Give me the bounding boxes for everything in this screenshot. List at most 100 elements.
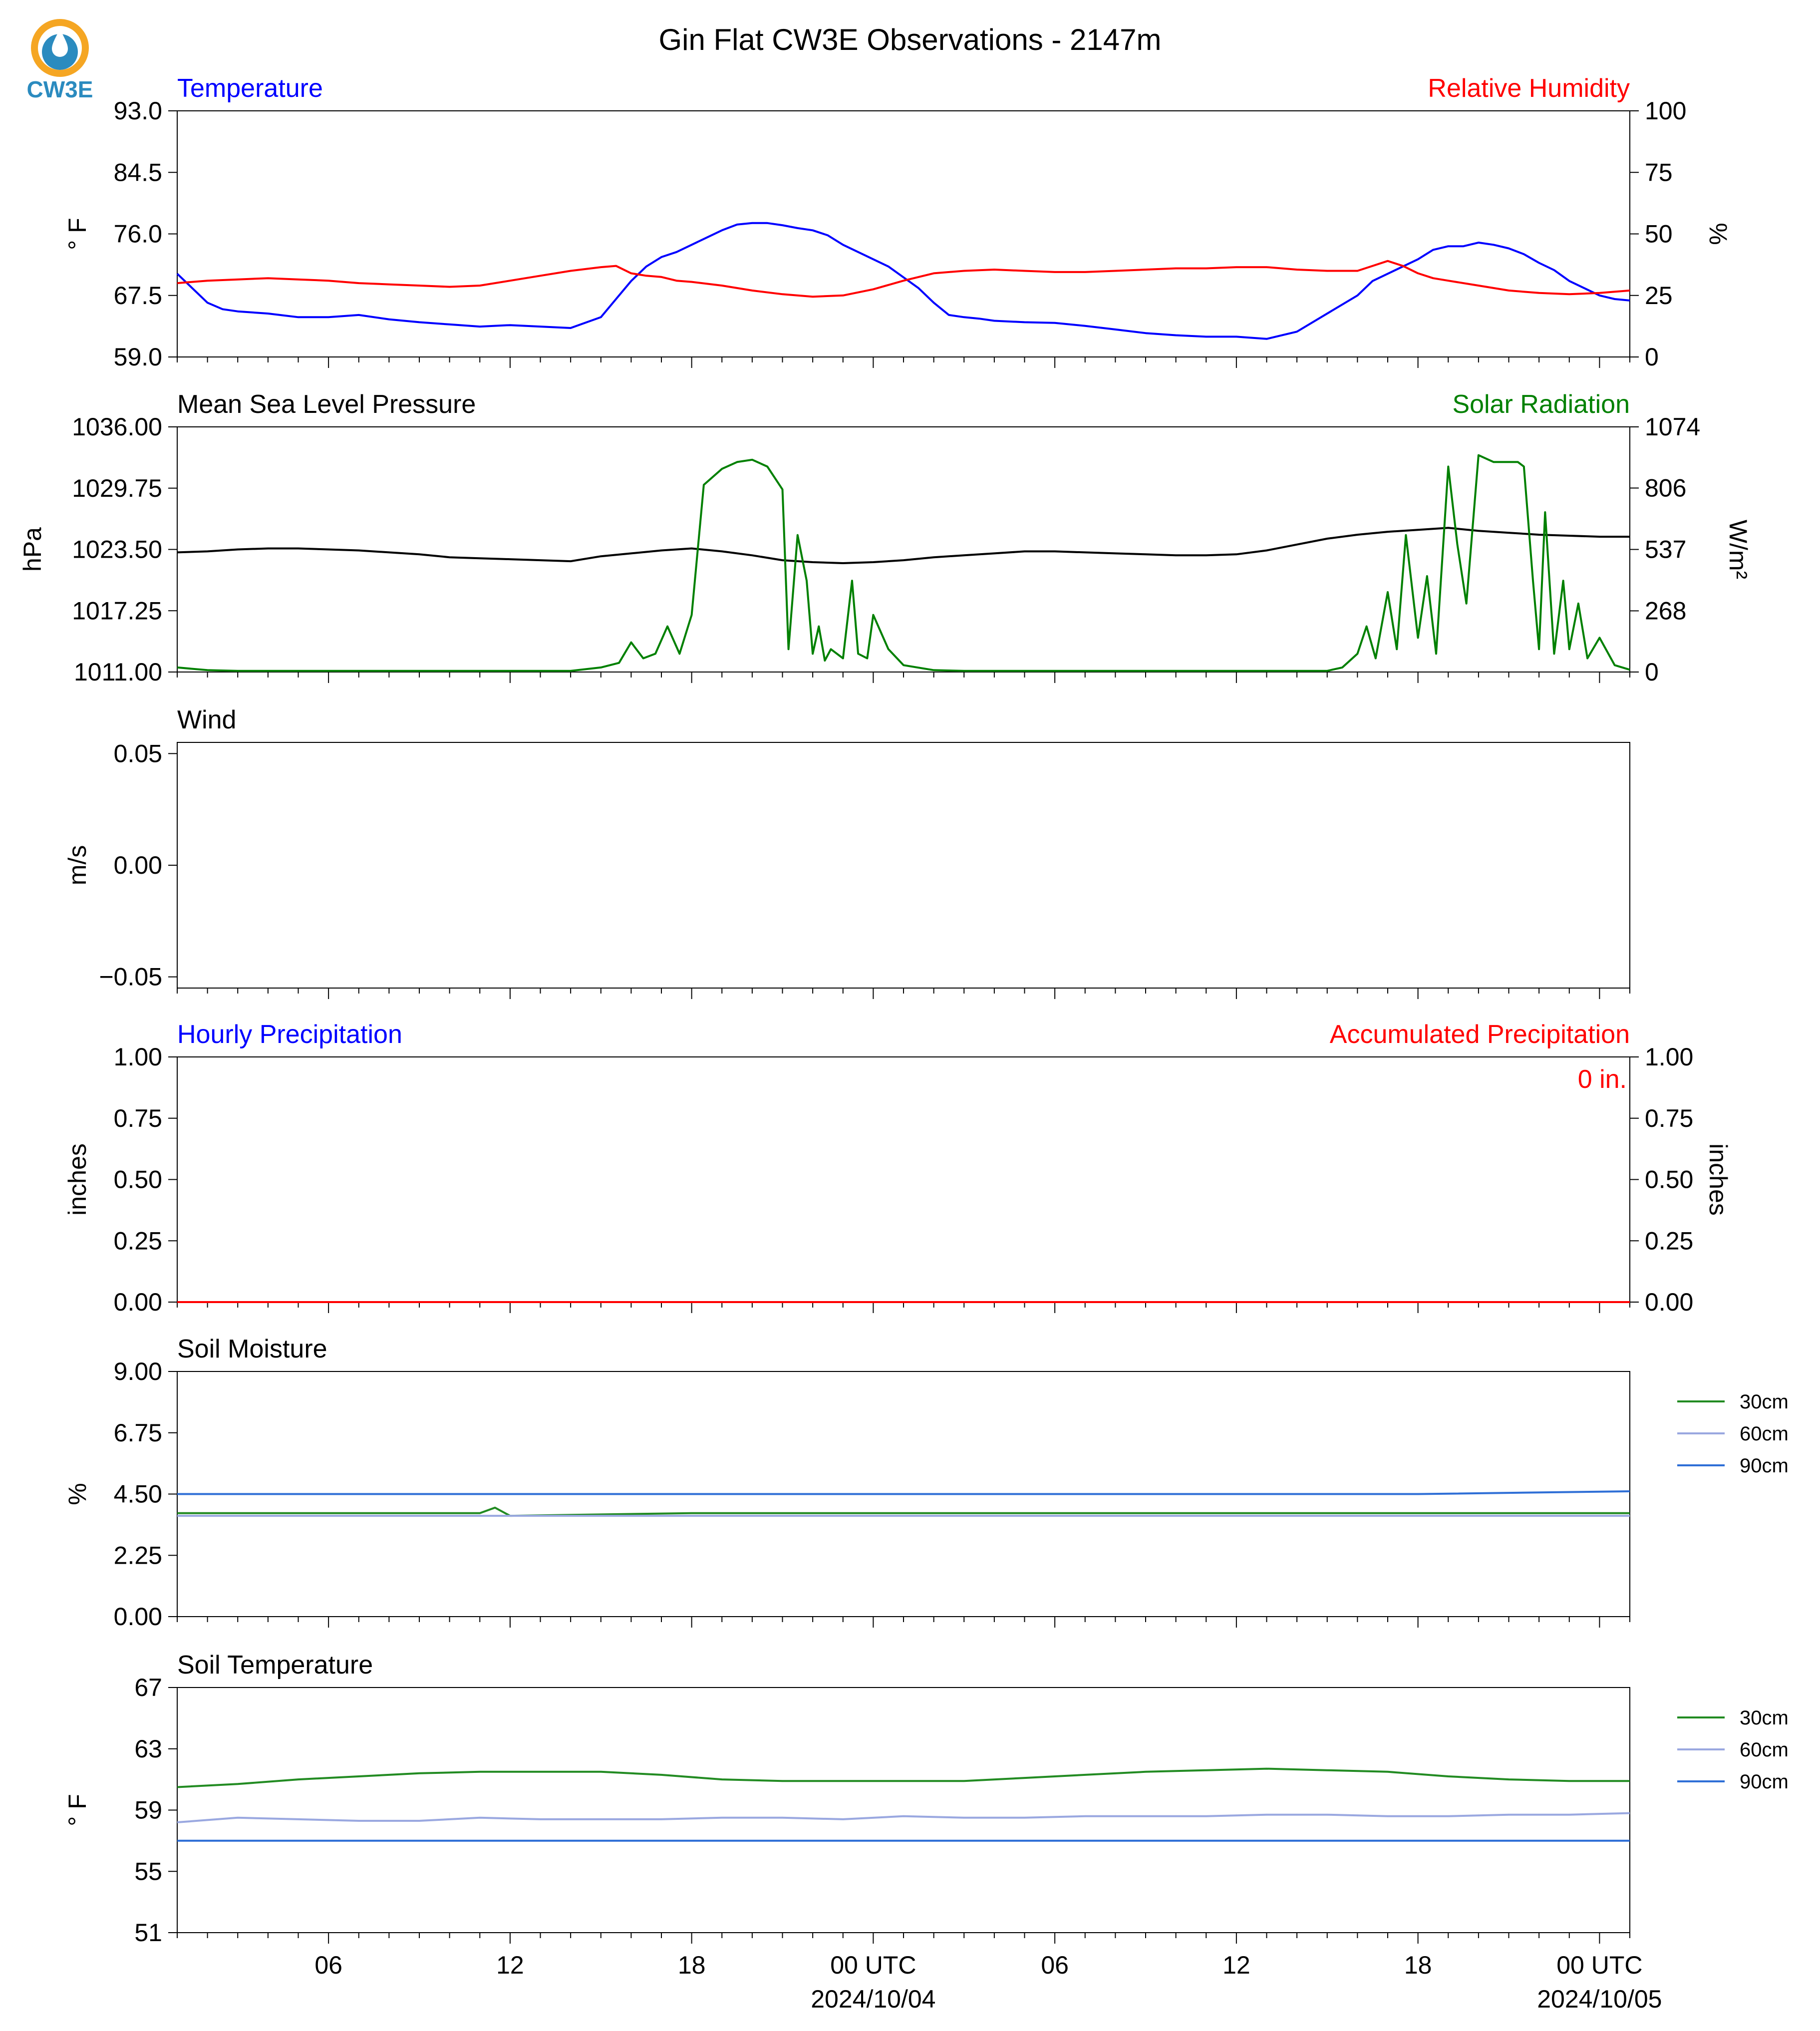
y-tick-label: 1036.00 bbox=[72, 413, 162, 441]
x-tick-label: 06 bbox=[1041, 1951, 1069, 1979]
y-tick-label: 1011.00 bbox=[74, 658, 162, 686]
accumulated-total-label: 0 in. bbox=[1578, 1065, 1627, 1094]
y-tick-label: 1023.50 bbox=[72, 536, 162, 564]
legend-label: 60cm bbox=[1740, 1739, 1789, 1761]
series-line-0 bbox=[177, 527, 1630, 564]
y-axis-label: inches bbox=[63, 1143, 91, 1216]
x-date-label: 2024/10/04 bbox=[811, 1985, 935, 2013]
y-tick-label: 84.5 bbox=[114, 158, 162, 186]
series-line-0 bbox=[176, 222, 1630, 340]
y-axis-label: ° F bbox=[63, 1794, 91, 1826]
y-tick-label: 1017.25 bbox=[72, 597, 162, 625]
y-right-tick-label: 0.50 bbox=[1645, 1166, 1693, 1194]
legend-label: 60cm bbox=[1740, 1423, 1789, 1445]
figure-title: Gin Flat CW3E Observations - 2147m bbox=[658, 23, 1161, 56]
x-tick-label: 18 bbox=[1404, 1951, 1432, 1979]
panel-title-right: Accumulated Precipitation bbox=[1330, 1020, 1630, 1049]
y-right-axis-label: inches bbox=[1704, 1143, 1732, 1216]
y-right-tick-label: 0.00 bbox=[1645, 1288, 1693, 1316]
y-axis-label: m/s bbox=[63, 845, 91, 886]
y-right-tick-label: 50 bbox=[1645, 220, 1673, 248]
panel-title-left: Mean Sea Level Pressure bbox=[177, 390, 476, 419]
y-right-tick-label: 268 bbox=[1645, 597, 1686, 625]
series-line-60cm bbox=[177, 1812, 1630, 1823]
y-tick-label: 76.0 bbox=[114, 220, 162, 248]
y-tick-label: 59 bbox=[134, 1796, 162, 1824]
y-tick-label: 0.00 bbox=[114, 1288, 162, 1316]
y-tick-label: 59.0 bbox=[114, 343, 162, 371]
logo-text: CW3E bbox=[27, 76, 93, 102]
series-line-30cm bbox=[177, 1767, 1630, 1788]
y-right-tick-label: 100 bbox=[1645, 97, 1686, 125]
legend-label: 90cm bbox=[1740, 1771, 1789, 1793]
y-right-axis-label: W/m² bbox=[1724, 520, 1752, 579]
y-tick-label: −0.05 bbox=[99, 963, 162, 991]
y-right-tick-label: 1074 bbox=[1645, 413, 1700, 441]
y-right-tick-label: 806 bbox=[1645, 474, 1686, 502]
series-line-30cm bbox=[177, 1506, 1630, 1517]
legend-label: 90cm bbox=[1740, 1455, 1789, 1477]
y-tick-label: 0.00 bbox=[114, 1603, 162, 1631]
panel-4: 0.00 0.25 0.50 0.75 1.00 0.00 0.25 0.50 0.75 1.00… bbox=[63, 1020, 1732, 1316]
y-right-tick-label: 0 bbox=[1645, 343, 1659, 371]
y-right-tick-label: 1.00 bbox=[1645, 1043, 1693, 1071]
y-axis-label: % bbox=[63, 1483, 91, 1505]
y-tick-label: 67.5 bbox=[114, 282, 162, 310]
panel-title-right: Relative Humidity bbox=[1428, 74, 1630, 103]
y-tick-label: 0.00 bbox=[114, 851, 162, 879]
series-line-1 bbox=[177, 260, 1630, 298]
y-axis-label: ° F bbox=[63, 218, 91, 250]
series-line-1 bbox=[177, 454, 1630, 672]
x-tick-label: 12 bbox=[1222, 1951, 1250, 1979]
panel-title-left: Wind bbox=[177, 705, 236, 734]
panel-5: 0.00 2.25 4.50 6.75 9.00 Soil Moisture% 30cm 60… bbox=[63, 1335, 1789, 1631]
y-axis-label: hPa bbox=[18, 527, 46, 572]
y-tick-label: 4.50 bbox=[114, 1480, 162, 1508]
y-tick-label: 1029.75 bbox=[72, 474, 162, 502]
y-right-tick-label: 0 bbox=[1645, 658, 1659, 686]
y-tick-label: 1.00 bbox=[114, 1043, 162, 1071]
x-date-label: 2024/10/05 bbox=[1537, 1985, 1662, 2013]
y-tick-label: 67 bbox=[134, 1674, 162, 1701]
y-tick-label: 0.75 bbox=[114, 1104, 162, 1132]
panel-title-left: Temperature bbox=[177, 74, 323, 103]
panel-title-right: Solar Radiation bbox=[1452, 390, 1630, 419]
y-tick-label: 93.0 bbox=[114, 97, 162, 125]
x-tick-label: 00 UTC bbox=[1556, 1951, 1642, 1979]
panel-title-left: Hourly Precipitation bbox=[177, 1020, 402, 1049]
panel-2: 1011.00 1017.25 1023.50 1029.75 1036.00 0 268 5… bbox=[18, 390, 1752, 686]
y-right-tick-label: 537 bbox=[1645, 536, 1686, 564]
panel-3: −0.05 0.00 0.05 Wind m/s bbox=[63, 705, 1630, 999]
x-tick-label: 06 bbox=[314, 1951, 342, 1979]
panel-1: 59.0 67.5 76.0 84.5 93.0 0 25 50 75 100 Temperatur… bbox=[63, 74, 1732, 371]
y-right-tick-label: 25 bbox=[1645, 282, 1673, 310]
y-tick-label: 51 bbox=[134, 1919, 162, 1947]
legend-label: 30cm bbox=[1740, 1391, 1789, 1413]
x-tick-label: 00 UTC bbox=[830, 1951, 916, 1979]
y-right-axis-label: % bbox=[1704, 223, 1732, 245]
logo-drop-icon bbox=[52, 29, 68, 57]
legend-label: 30cm bbox=[1740, 1707, 1789, 1729]
x-tick-label: 12 bbox=[496, 1951, 524, 1979]
panel-title-left: Soil Temperature bbox=[177, 1651, 373, 1680]
y-right-tick-label: 0.75 bbox=[1645, 1104, 1693, 1132]
y-tick-label: 0.05 bbox=[114, 739, 162, 767]
y-tick-label: 9.00 bbox=[114, 1357, 162, 1385]
series-line-90cm bbox=[177, 1490, 1630, 1495]
cw3e-logo: CW3E bbox=[27, 19, 93, 102]
y-tick-label: 0.25 bbox=[114, 1227, 162, 1255]
x-tick-label: 18 bbox=[678, 1951, 706, 1979]
y-tick-label: 0.50 bbox=[114, 1166, 162, 1194]
panel-6: 51 55 59 63 67 Soil Temperature ° F 30cm 60cm 90c… bbox=[63, 1651, 1789, 2013]
y-right-tick-label: 0.25 bbox=[1645, 1227, 1693, 1255]
panel-title-left: Soil Moisture bbox=[177, 1335, 327, 1363]
y-tick-label: 55 bbox=[134, 1857, 162, 1885]
panels: 59.0 67.5 76.0 84.5 93.0 0 25 50 75 100 Temperatur… bbox=[18, 74, 1789, 2013]
y-tick-label: 2.25 bbox=[114, 1541, 162, 1569]
y-tick-label: 63 bbox=[134, 1735, 162, 1763]
y-tick-label: 6.75 bbox=[114, 1419, 162, 1447]
y-right-tick-label: 75 bbox=[1645, 158, 1673, 186]
